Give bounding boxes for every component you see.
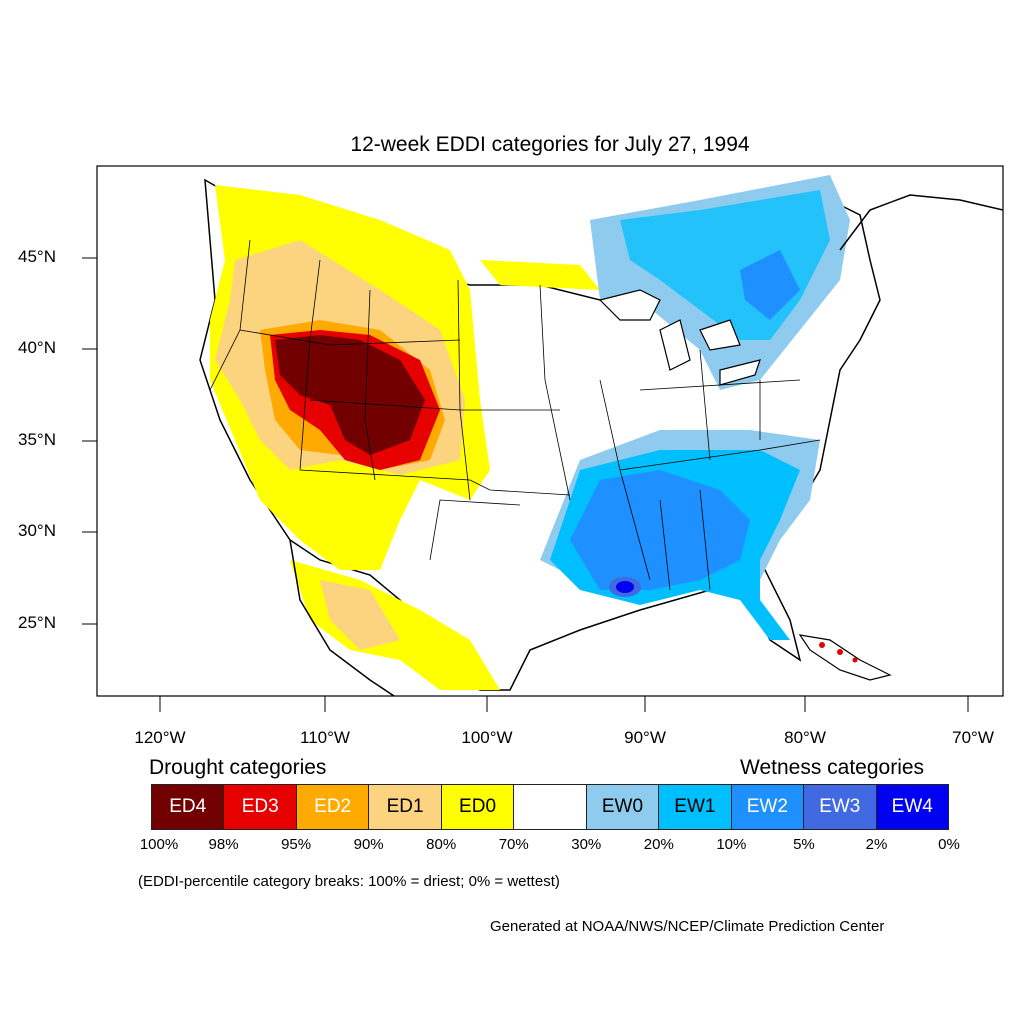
ed0-north [480, 260, 600, 290]
ed4-zone [275, 335, 425, 455]
legend-box-ew0: EW0 [586, 785, 660, 829]
map-frame [96, 165, 1004, 697]
percentile-label: 90% [353, 836, 384, 853]
lon-label-120w: 120°W [134, 728, 186, 747]
legend-box-ed2: ED2 [296, 785, 370, 829]
percentile-label: 70% [498, 836, 529, 853]
legend-bar: ED4 ED3 ED2 ED1 ED0 EW0 EW1 EW2 EW3 EW4 [151, 784, 949, 830]
lon-label-110w: 110°W [300, 728, 350, 747]
drought-heading: Drought categories [149, 756, 327, 779]
canada-coast [839, 194, 1003, 251]
lon-label-100w: 100°W [461, 728, 513, 747]
percentile-label: 80% [426, 836, 457, 853]
ed1-mexico [320, 580, 400, 650]
legend-box-ew2: EW2 [731, 785, 805, 829]
credit-line: Generated at NOAA/NWS/NCEP/Climate Predi… [490, 918, 885, 935]
cuba-drought [819, 642, 858, 663]
lon-label-80w: 80°W [784, 728, 826, 747]
percentile-label: 0% [938, 836, 960, 853]
mexico-coast [289, 539, 396, 696]
legend-box-ed3: ED3 [224, 785, 297, 829]
lat-label-40: 40°N [18, 338, 56, 357]
great-lakes [598, 289, 761, 386]
lon-ticks [159, 696, 969, 712]
legend-box-ed1: ED1 [369, 785, 442, 829]
percentile-label: 98% [208, 836, 239, 853]
legend-box-ed0: ED0 [441, 785, 515, 829]
percentile-label: 95% [281, 836, 312, 853]
lat-label-25: 25°N [18, 613, 56, 632]
percentile-label: 2% [865, 836, 888, 853]
legend-box-neutral [514, 785, 587, 829]
lat-label-30: 30°N [18, 521, 56, 540]
wetness-heading: Wetness categories [740, 756, 925, 779]
percentile-label: 10% [716, 836, 747, 853]
lat-label-45: 45°N [18, 247, 56, 266]
percentile-label: 20% [643, 836, 674, 853]
lon-label-70w: 70°W [952, 728, 994, 747]
map-title: 12-week EDDI categories for July 27, 199… [350, 133, 750, 156]
legend-box-ew4: EW4 [876, 785, 948, 829]
lon-label-90w: 90°W [624, 728, 666, 747]
lat-label-35: 35°N [18, 430, 56, 449]
state-borders [209, 239, 821, 591]
ew4-spot [616, 581, 634, 593]
legend-box-ew1: EW1 [659, 785, 732, 829]
percentile-label: 30% [571, 836, 602, 853]
category-note: (EDDI-percentile category breaks: 100% =… [138, 873, 560, 890]
percentile-label: 100% [139, 836, 179, 853]
cuba [798, 634, 892, 681]
percentile-label: 5% [793, 836, 815, 853]
legend-box-ed4: ED4 [152, 785, 225, 829]
ew2-northeast [740, 250, 800, 320]
ew2-south [570, 470, 750, 590]
legend-box-ew3: EW3 [804, 785, 877, 829]
lat-ticks [82, 257, 97, 625]
